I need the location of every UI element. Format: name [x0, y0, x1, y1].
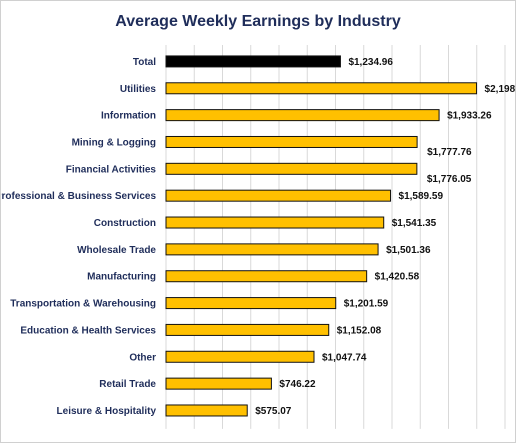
bar [165, 297, 337, 310]
category-label: Total [133, 57, 156, 68]
data-label: $746.22 [279, 379, 316, 390]
bar [165, 323, 330, 336]
category-label: Utilities [120, 84, 157, 95]
bar [165, 135, 418, 148]
category-label: Education & Health Services [20, 325, 156, 336]
bar [165, 109, 440, 122]
bar [165, 377, 272, 390]
data-label: $1,501.36 [386, 245, 431, 256]
bar [165, 350, 315, 363]
category-label: Professional & Business Services [1, 191, 156, 202]
category-label: Construction [94, 218, 156, 229]
category-label: Information [101, 111, 156, 122]
data-label: $1,777.76 [427, 147, 472, 158]
chart-title: Average Weekly Earnings by Industry [115, 13, 401, 30]
data-label: $2,198.62 [485, 84, 515, 95]
data-label: $1,152.08 [337, 325, 382, 336]
bar [165, 216, 385, 229]
data-label: $1,933.26 [447, 111, 492, 122]
bar [165, 189, 392, 202]
data-label: $575.07 [255, 406, 292, 417]
gridlines [165, 45, 506, 429]
bars [165, 55, 478, 417]
data-label: $1,589.59 [399, 191, 444, 202]
bar [165, 162, 418, 175]
category-label: Transportation & Warehousing [10, 299, 156, 310]
labels: Total $1,234.96 Utilities $2,198.62 Informat… [1, 57, 515, 417]
bar [165, 270, 368, 283]
bar-total [165, 55, 341, 68]
data-label: $1,420.58 [375, 272, 420, 283]
category-label: Financial Activities [66, 164, 157, 175]
data-label: $1,776.05 [427, 174, 472, 185]
data-label: $1,047.74 [322, 352, 367, 363]
data-label: $1,234.96 [348, 57, 393, 68]
category-label: Retail Trade [99, 379, 156, 390]
data-label: $1,201.59 [344, 299, 389, 310]
category-label: Other [129, 352, 156, 363]
data-label: $1,541.35 [392, 218, 437, 229]
bar [165, 404, 248, 417]
category-label: Mining & Logging [72, 137, 156, 148]
bar [165, 243, 379, 256]
category-label: Wholesale Trade [77, 245, 156, 256]
bar [165, 82, 478, 95]
category-label: Leisure & Hospitality [57, 406, 157, 417]
category-label: Manufacturing [87, 272, 156, 283]
